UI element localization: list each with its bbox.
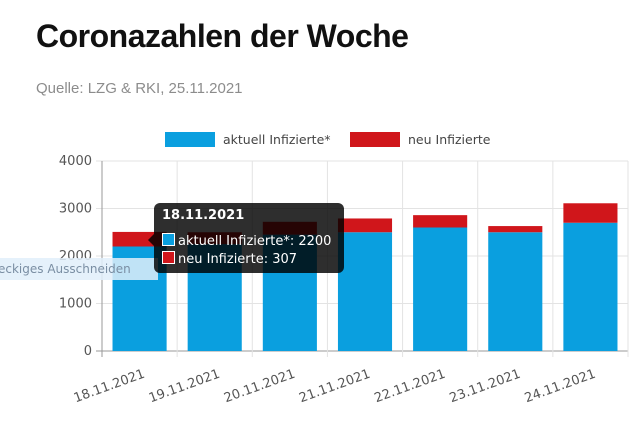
- x-tick-label: 19.11.2021: [147, 367, 222, 407]
- legend-current-swatch[interactable]: [165, 132, 215, 147]
- x-tick-label: 24.11.2021: [523, 367, 598, 407]
- x-tick-label: 21.11.2021: [297, 367, 372, 407]
- overlay-label: eckiges Ausschneiden: [0, 258, 158, 280]
- chart-tooltip: 18.11.2021 aktuell Infizierte*: 2200 neu…: [148, 203, 344, 273]
- y-tick-label: 1000: [59, 297, 92, 312]
- bar-new-infected[interactable]: [488, 226, 543, 233]
- legend-new-label[interactable]: neu Infizierte: [408, 132, 491, 147]
- tooltip-row-new-label: neu Infizierte: 307: [178, 252, 298, 267]
- tooltip-row-current-label: aktuell Infizierte*: 2200: [178, 234, 332, 249]
- tooltip-caret: [148, 234, 154, 246]
- bar-new-infected[interactable]: [563, 203, 618, 223]
- bar-current-infected[interactable]: [337, 232, 393, 351]
- x-tick-label: 20.11.2021: [222, 367, 297, 407]
- tooltip-swatch-current: [162, 233, 175, 246]
- source-note: Quelle: LZG & RKI, 25.11.2021: [36, 80, 243, 97]
- legend-new-swatch[interactable]: [350, 132, 400, 147]
- tooltip-title: 18.11.2021: [162, 208, 245, 223]
- bar-current-infected[interactable]: [488, 232, 543, 351]
- y-tick-label: 0: [84, 344, 92, 359]
- page-title: Coronazahlen der Woche: [36, 18, 409, 54]
- bar-new-infected[interactable]: [413, 215, 468, 228]
- tooltip-row-current: aktuell Infizierte*: 2200: [162, 233, 331, 249]
- y-tick-label: 4000: [59, 154, 92, 169]
- x-tick-label: 18.11.2021: [72, 367, 147, 407]
- bar-current-infected[interactable]: [413, 227, 468, 352]
- tooltip-row-new: neu Infizierte: 307: [162, 251, 297, 267]
- tooltip-swatch-new: [162, 251, 175, 264]
- bar-new-infected[interactable]: [337, 218, 393, 233]
- x-tick-label: 23.11.2021: [448, 367, 523, 407]
- y-tick-label: 3000: [59, 202, 92, 217]
- x-tick-label: 22.11.2021: [372, 367, 447, 407]
- bar-current-infected[interactable]: [563, 222, 618, 351]
- legend-current-label[interactable]: aktuell Infizierte*: [223, 132, 331, 147]
